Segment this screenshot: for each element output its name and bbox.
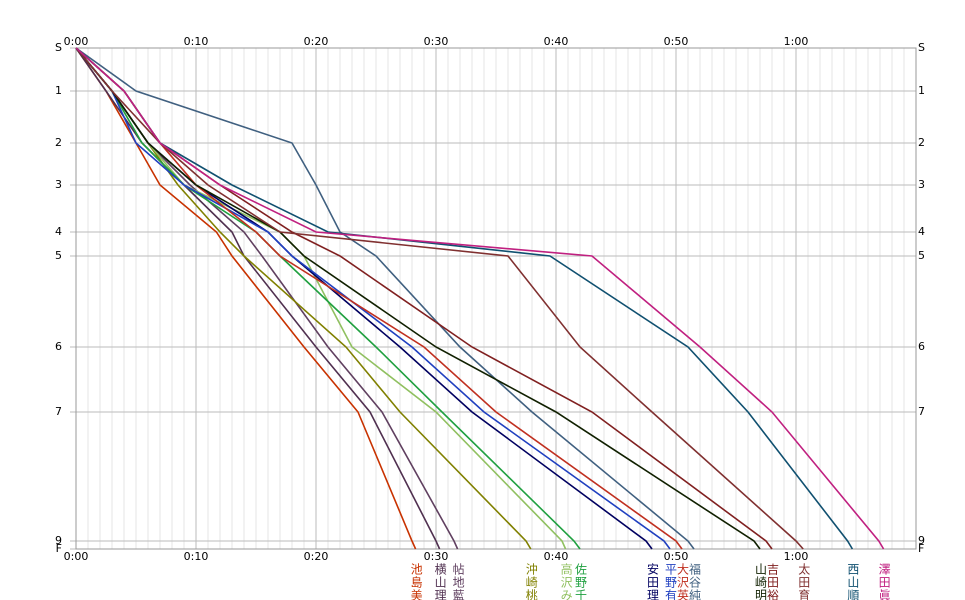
runner-line <box>75 47 417 550</box>
runner-name: 池島美 <box>409 563 423 600</box>
x-tick-label: 0:30 <box>424 35 449 48</box>
y-tick-label: 4 <box>918 225 925 238</box>
y-tick-label: 2 <box>918 136 925 149</box>
y-tick-label: 1 <box>55 84 62 97</box>
runner-name: 福谷純 <box>688 562 702 600</box>
runner-name: 山崎明 <box>754 563 768 600</box>
runner-name: 横山理 <box>433 563 447 600</box>
x-tick-label: 0:00 <box>64 550 89 563</box>
y-tick-label: 7 <box>55 405 62 418</box>
runner-name: 西山順 <box>846 563 860 600</box>
y-tick-label: 3 <box>918 178 925 191</box>
runner-line <box>75 47 532 550</box>
runner-line <box>75 47 683 550</box>
y-tick-label: S <box>55 41 62 54</box>
x-tick-label: 0:50 <box>664 35 689 48</box>
y-tick-label: 3 <box>55 178 62 191</box>
runner-line <box>75 47 804 550</box>
x-tick-label: 1:00 <box>784 550 809 563</box>
x-tick-label: 0:20 <box>304 35 329 48</box>
runner-name: 帖地藍 <box>451 562 465 600</box>
plot-frame <box>75 47 917 550</box>
runner-line <box>75 47 567 550</box>
runner-name: 平野有 <box>664 563 678 600</box>
x-tick-label: 0:50 <box>664 550 689 563</box>
runner-name: 太田育 <box>797 562 811 600</box>
runner-name: 安田理 <box>646 562 660 600</box>
runner-line <box>75 47 761 550</box>
runner-name: 澤田眞 <box>877 563 891 600</box>
y-tick-label: 5 <box>918 249 925 262</box>
y-tick-label: 9 <box>918 534 925 547</box>
y-tick-label: 5 <box>55 249 62 262</box>
runner-name: 大沢英 <box>676 563 690 600</box>
x-tick-label: 0:30 <box>424 550 449 563</box>
runner-line <box>75 47 695 550</box>
y-tick-label: F <box>918 542 924 555</box>
y-tick-label: F <box>56 542 62 555</box>
y-tick-label: 7 <box>918 405 925 418</box>
y-tick-label: 6 <box>918 340 925 353</box>
x-tick-label: 1:00 <box>784 35 809 48</box>
runner-line <box>75 47 885 550</box>
y-tick-label: 4 <box>55 225 62 238</box>
runner-name: 高沢み <box>559 562 573 600</box>
y-tick-label: 6 <box>55 340 62 353</box>
runner-line <box>75 47 671 550</box>
y-tick-label: 9 <box>55 534 62 547</box>
x-tick-label: 0:00 <box>64 35 89 48</box>
y-tick-label: 1 <box>918 84 925 97</box>
runner-name: 吉田裕 <box>766 563 780 600</box>
x-tick-label: 0:10 <box>184 550 209 563</box>
x-tick-label: 0:40 <box>544 550 569 563</box>
x-tick-label: 0:40 <box>544 35 569 48</box>
runner-name: 沖崎桃 <box>524 563 538 600</box>
runner-name: 佐野千 <box>574 563 588 600</box>
y-tick-label: S <box>918 41 925 54</box>
x-tick-label: 0:10 <box>184 35 209 48</box>
x-tick-label: 0:20 <box>304 550 329 563</box>
y-tick-label: 2 <box>55 136 62 149</box>
